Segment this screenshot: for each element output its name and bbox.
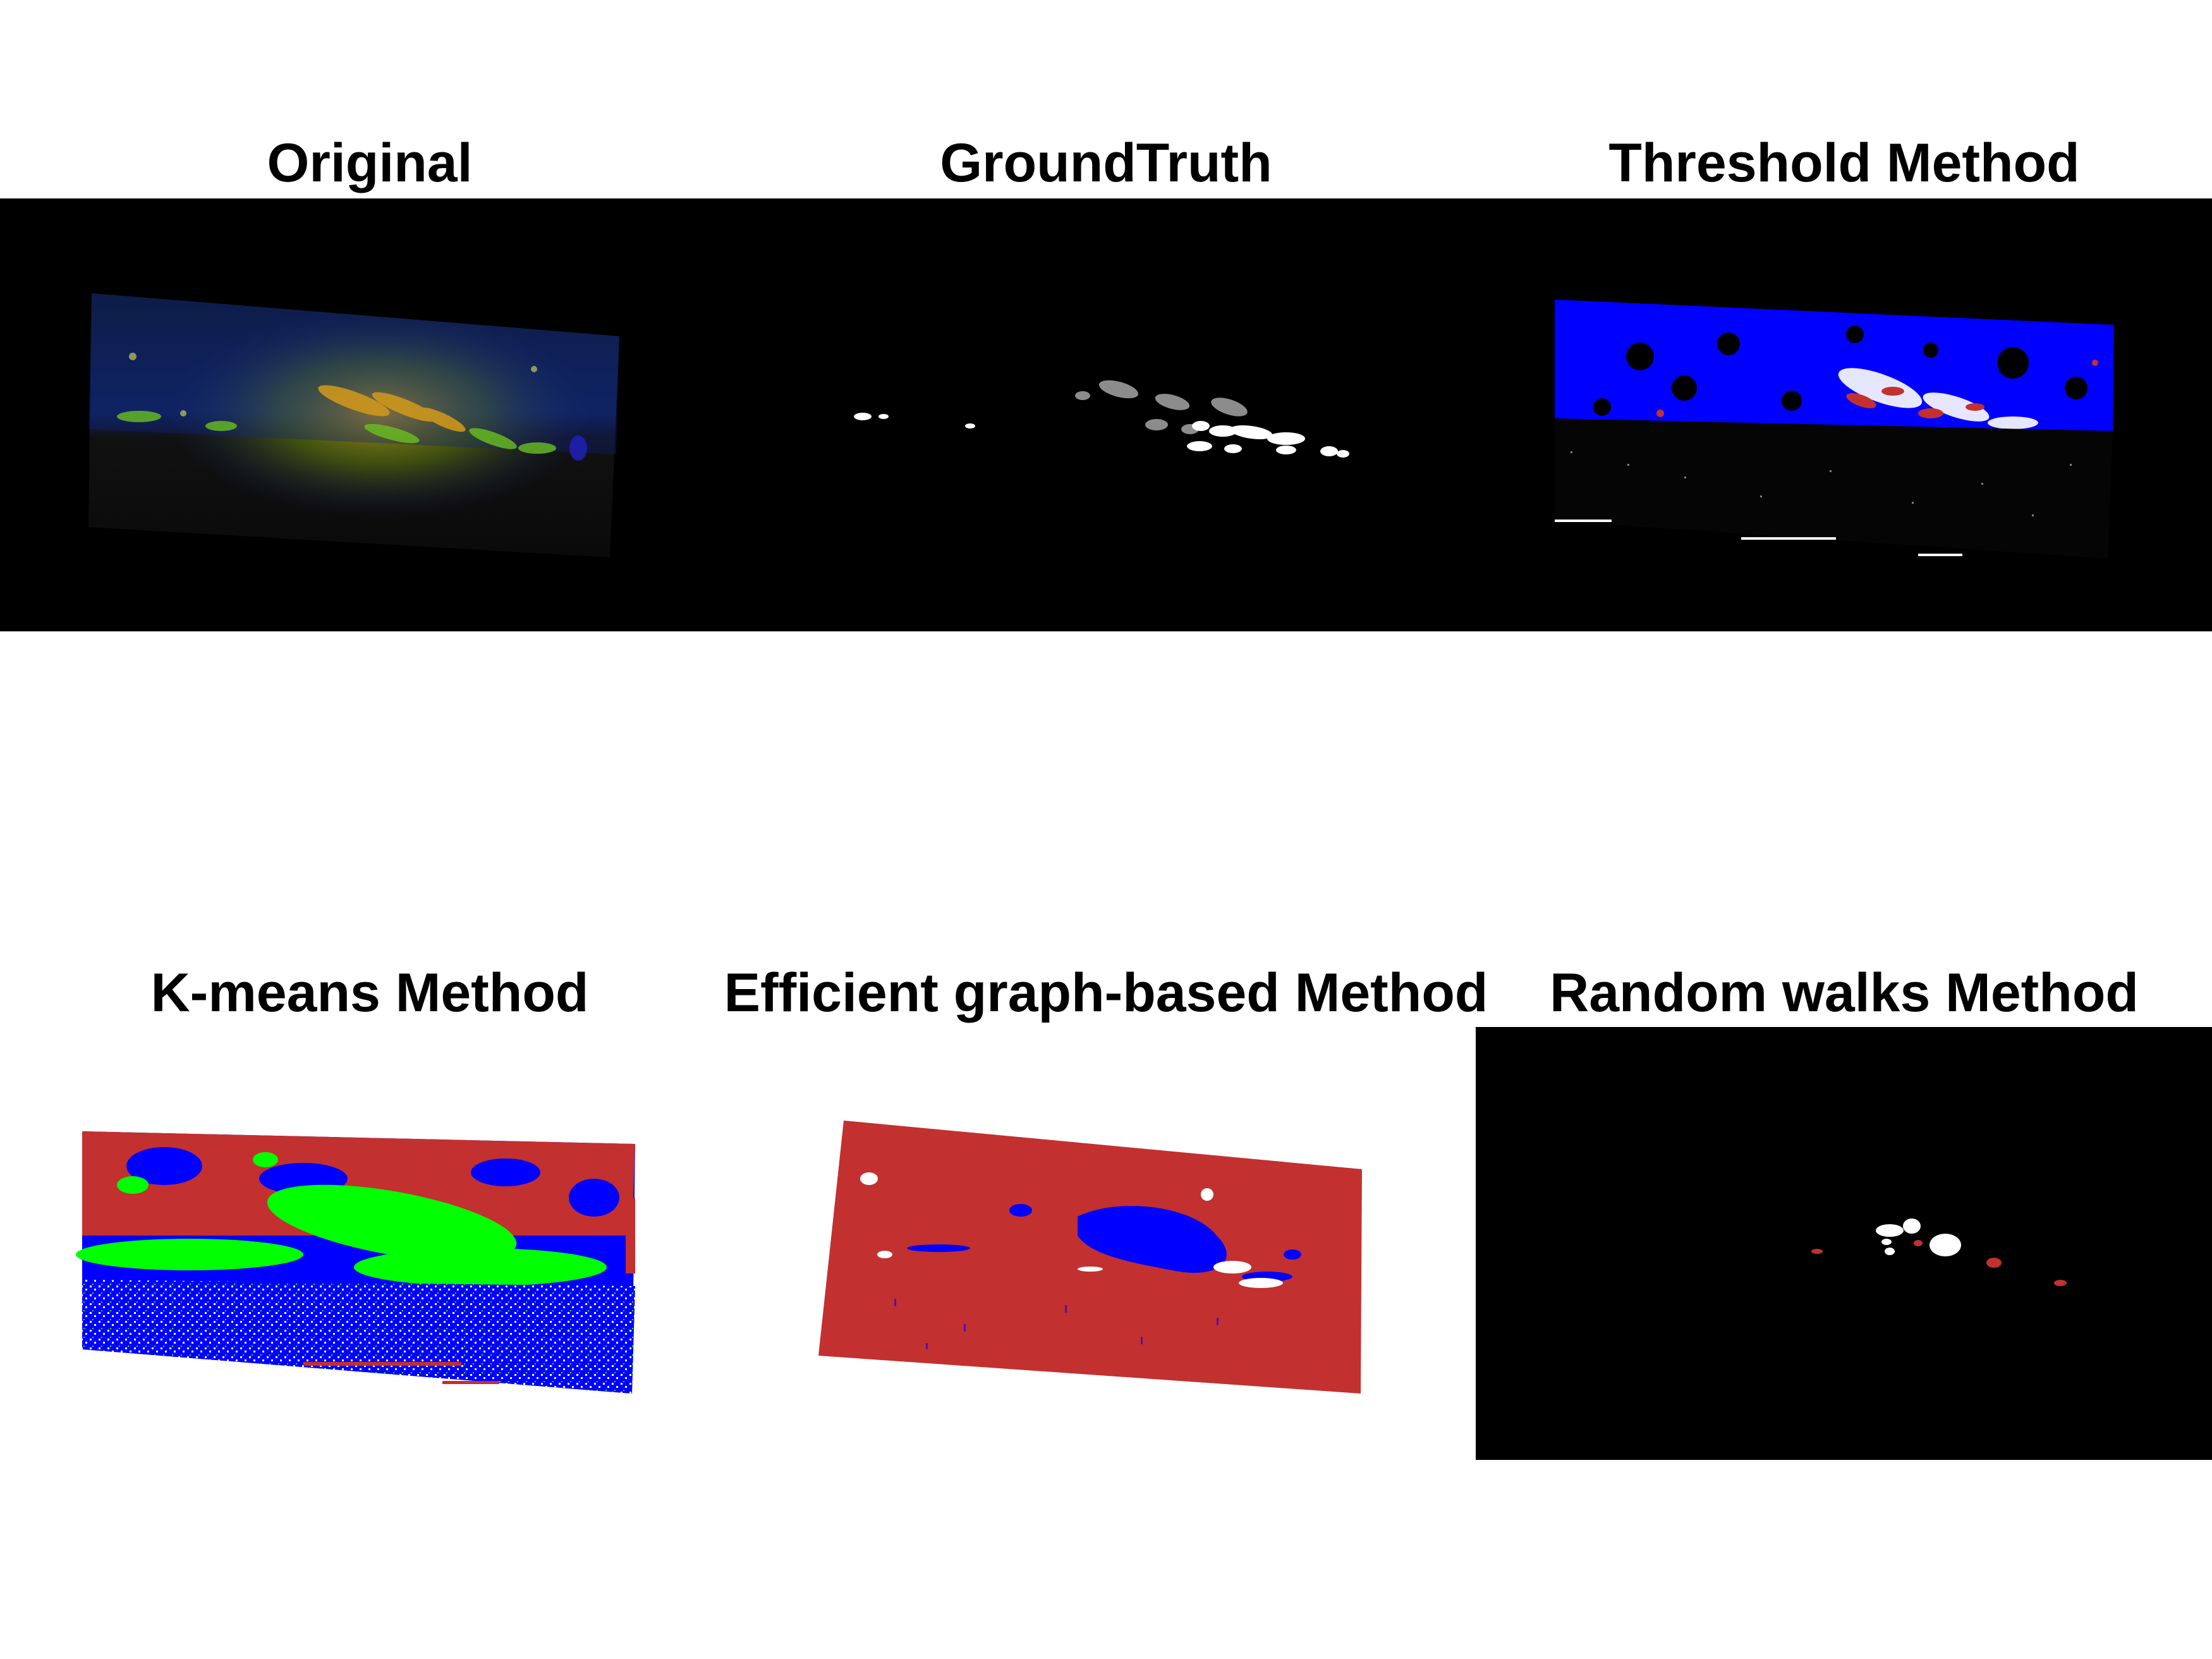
threshold-method-image [1476,198,2212,631]
panel-title-original: Original [267,133,473,193]
groundtruth-image [736,198,1476,631]
graph-based-method-image [736,1027,1476,1460]
panel-title-groundtruth: GroundTruth [940,133,1272,193]
kmeans-method-image [0,1027,736,1460]
panel-title-random-walks: Random walks Method [1550,963,2139,1023]
random-walks-method-image [1476,1027,2212,1460]
original-image [0,198,736,631]
panel-title-kmeans: K-means Method [150,963,589,1023]
panel-title-graph-based: Efficient graph-based Method [724,963,1488,1023]
panel-title-threshold: Threshold Method [1608,133,2080,193]
